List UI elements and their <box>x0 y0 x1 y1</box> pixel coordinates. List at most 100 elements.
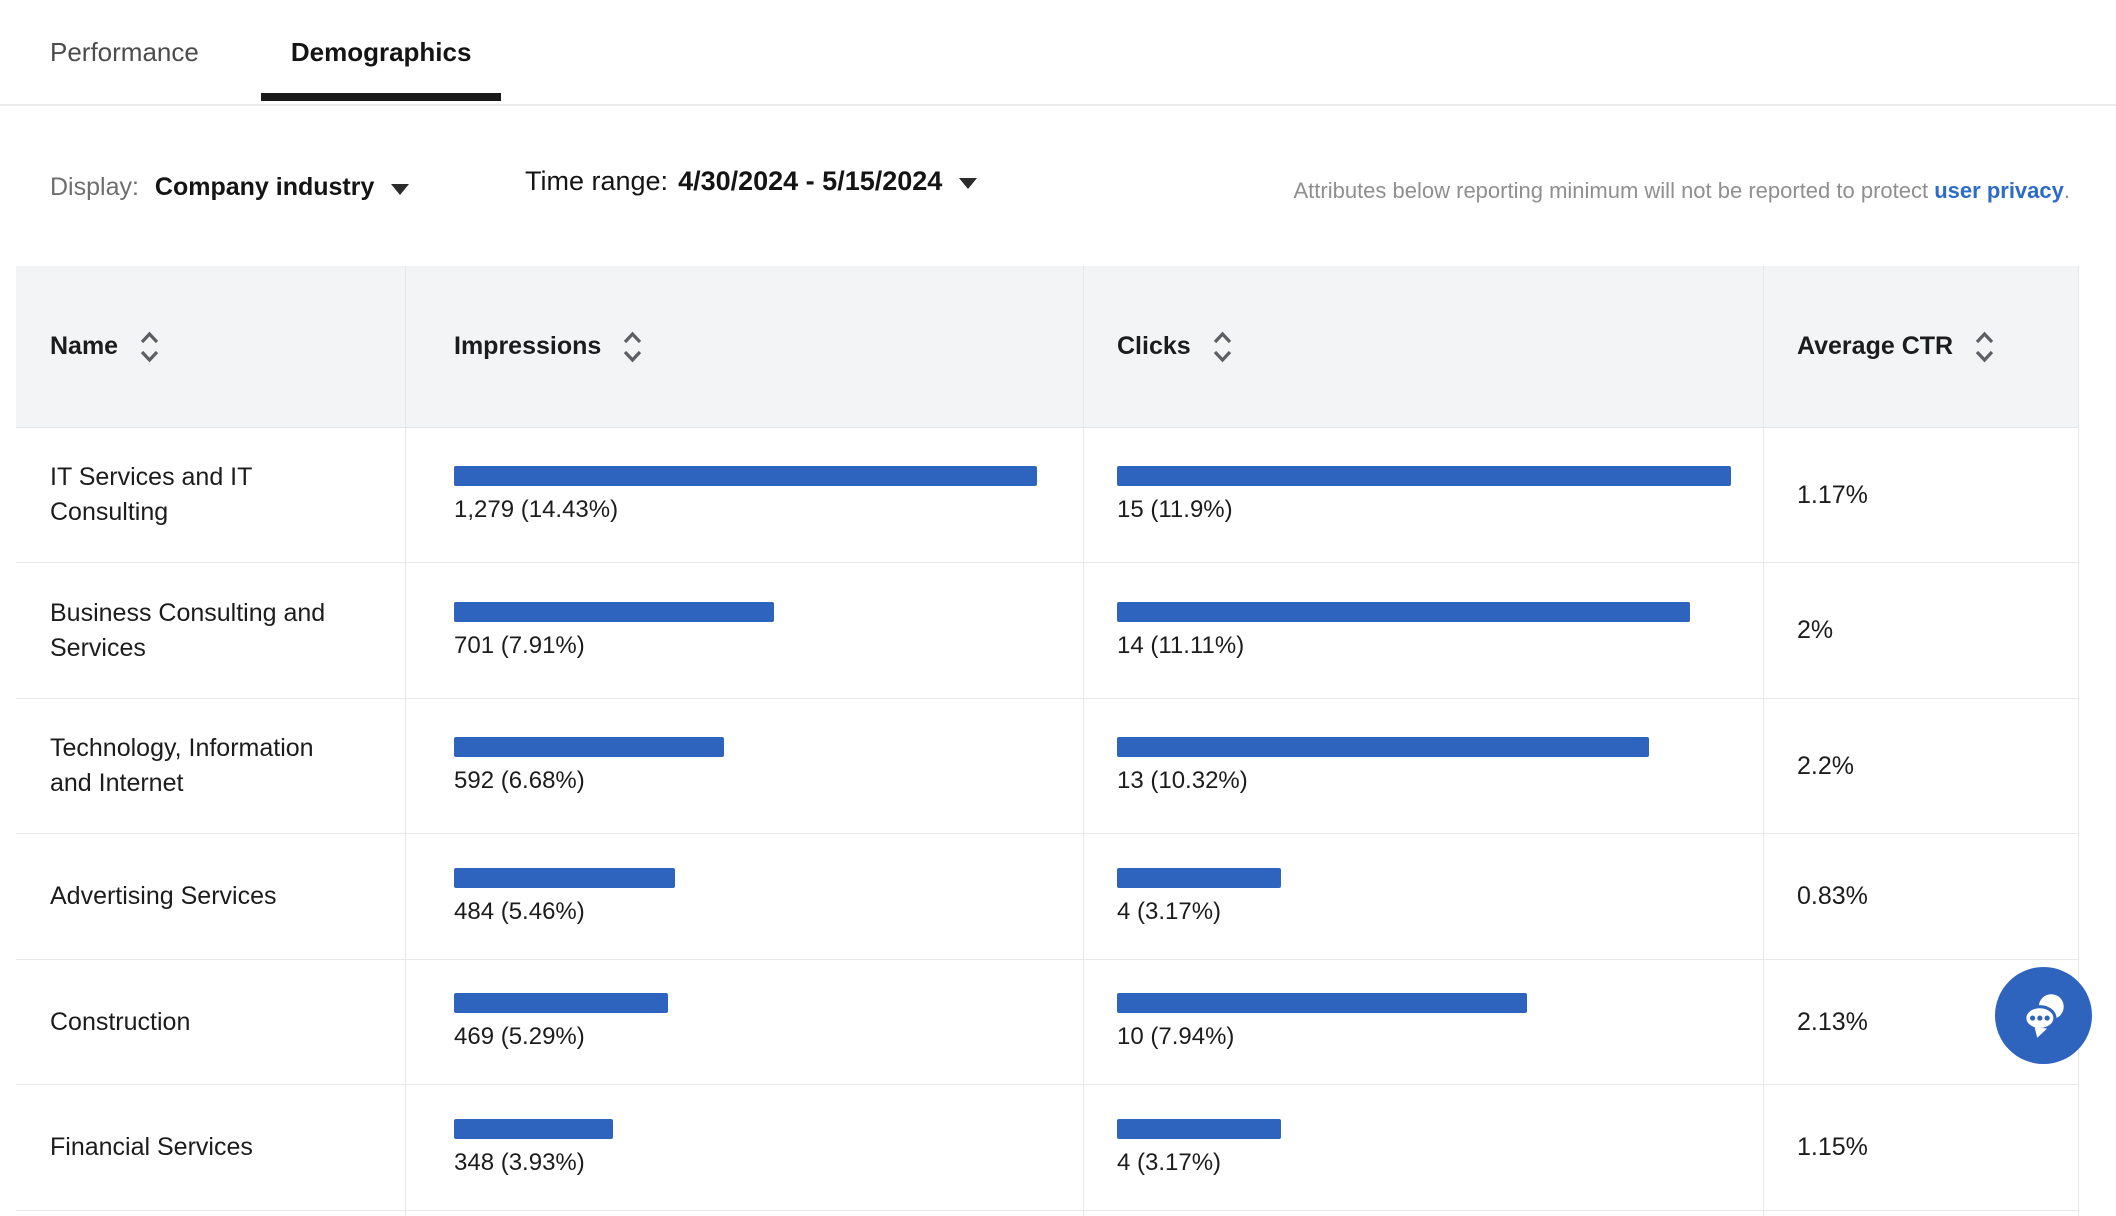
table-body: IT Services and IT Consulting 1,279 (14.… <box>16 428 2078 1216</box>
impressions-bar <box>454 867 675 888</box>
tab-demographics[interactable]: Demographics <box>260 0 502 104</box>
clicks-value: 4 (3.17%) <box>1117 897 1222 925</box>
row-name: Advertising Services <box>50 882 277 910</box>
tab-bar: Performance Demographics <box>0 0 2116 106</box>
impressions-bar <box>454 466 1037 486</box>
table-header: Name Impressions Cli <box>16 266 2078 428</box>
name-cell: Business Consulting and Services <box>16 563 405 698</box>
clicks-value: 10 (7.94%) <box>1117 1023 1235 1050</box>
chat-fab-button[interactable] <box>1995 967 2092 1064</box>
impressions-value: 469 (5.29%) <box>454 1023 585 1050</box>
sort-icon <box>140 331 159 362</box>
row-name: Technology, Information and Internet <box>50 734 314 797</box>
clicks-value: 15 (11.9%) <box>1117 496 1233 523</box>
sort-icon <box>624 331 642 362</box>
name-cell: Financial Services <box>16 1085 405 1210</box>
avg-ctr-value: 1.17% <box>1797 480 1868 509</box>
header-label-average-ctr: Average CTR <box>1797 332 1954 360</box>
row-name: Business Consulting and Services <box>50 598 326 662</box>
clicks-bar <box>1117 466 1731 486</box>
clicks-cell: 15 (11.9%) <box>1083 428 1763 562</box>
clicks-bar <box>1117 601 1690 622</box>
clicks-bar <box>1117 867 1281 888</box>
table-row: Technology, Information and Internet 592… <box>16 699 2078 834</box>
chat-bubbles-icon <box>2022 993 2064 1038</box>
sort-control-name[interactable]: Name <box>50 329 161 365</box>
impressions-value: 348 (3.93%) <box>454 1148 585 1176</box>
table-row: Advertising Services 484 (5.46%) 4 (3.17… <box>16 834 2078 960</box>
caret-down-icon <box>391 184 410 195</box>
display-label: Display: <box>50 173 139 201</box>
average-ctr-cell: 2.13% <box>1763 960 2079 1084</box>
sort-icon <box>1213 331 1231 362</box>
avg-ctr-value: 1.15% <box>1797 1133 1868 1161</box>
table-row: Construction 469 (5.29%) 10 (7.94%) 2.13… <box>16 960 2078 1085</box>
clicks-value: 14 (11.11%) <box>1117 631 1245 659</box>
impressions-cell: 592 (6.68%) <box>405 699 1083 833</box>
header-cell-name: Name <box>16 266 405 427</box>
user-privacy-link[interactable]: user privacy <box>1934 178 2064 203</box>
header-cell-impressions: Impressions <box>405 266 1083 427</box>
impressions-cell: 469 (5.29%) <box>405 960 1083 1084</box>
header-label-name: Name <box>50 332 119 360</box>
tab-performance[interactable]: Performance <box>50 0 199 104</box>
caret-down-icon <box>959 178 978 189</box>
display-filter: Display: Company industry <box>50 173 410 202</box>
average-ctr-cell: 0.83% <box>1763 834 2079 959</box>
table-row: Business Consulting and Services 701 (7.… <box>16 563 2078 699</box>
impressions-cell: 1,279 (14.43%) <box>405 428 1083 562</box>
sort-icon <box>1975 331 1994 362</box>
active-tab-underline <box>260 93 502 101</box>
clicks-value: 4 (3.17%) <box>1117 1148 1222 1176</box>
filter-row: Display: Company industry Time range: 4/… <box>0 106 2116 266</box>
header-cell-average-ctr: Average CTR <box>1763 266 2079 427</box>
clicks-bar <box>1117 993 1527 1013</box>
privacy-note: Attributes below reporting minimum will … <box>1293 178 2070 204</box>
sort-control-average-ctr[interactable]: Average CTR <box>1797 329 1996 365</box>
impressions-bar <box>454 1118 613 1139</box>
average-ctr-cell: 2% <box>1763 563 2079 698</box>
demographics-table: Name Impressions Cli <box>16 266 2079 1216</box>
name-cell: Construction <box>16 960 405 1084</box>
display-value: Company industry <box>154 173 375 201</box>
impressions-bar <box>454 737 724 757</box>
tab-performance-label: Performance <box>50 36 199 67</box>
table-row: IT Services and IT Consulting 1,279 (14.… <box>16 428 2078 563</box>
clicks-cell: 10 (7.94%) <box>1083 960 1763 1084</box>
time-range-label: Time range: <box>525 166 669 196</box>
name-cell: Technology, Information and Internet <box>16 699 405 833</box>
average-ctr-cell: 1.15% <box>1763 1085 2079 1210</box>
row-name: Construction <box>50 1007 191 1036</box>
average-ctr-cell: 2.2% <box>1763 699 2079 833</box>
time-range-dropdown[interactable]: Time range: 4/30/2024 - 5/15/2024 <box>525 166 978 197</box>
average-ctr-cell: 1.17% <box>1763 428 2079 562</box>
avg-ctr-value: 2% <box>1797 616 1834 644</box>
sort-control-clicks[interactable]: Clicks <box>1117 329 1234 365</box>
tab-demographics-label: Demographics <box>290 36 472 67</box>
row-name: Financial Services <box>50 1133 253 1161</box>
impressions-bar <box>454 601 774 622</box>
impressions-cell: 348 (3.93%) <box>405 1085 1083 1210</box>
row-name: IT Services and IT Consulting <box>50 463 252 526</box>
impressions-cell: 701 (7.91%) <box>405 563 1083 698</box>
avg-ctr-value: 0.83% <box>1797 882 1868 910</box>
table-row-partial <box>16 1211 2078 1216</box>
clicks-cell: 4 (3.17%) <box>1083 1085 1763 1210</box>
impressions-value: 484 (5.46%) <box>454 897 585 925</box>
impressions-value: 701 (7.91%) <box>454 631 585 659</box>
sort-control-impressions[interactable]: Impressions <box>454 329 644 365</box>
privacy-note-text: Attributes below reporting minimum will … <box>1293 178 1935 203</box>
header-label-impressions: Impressions <box>454 332 602 360</box>
display-dropdown[interactable]: Company industry <box>154 173 410 202</box>
table-row: Financial Services 348 (3.93%) 4 (3.17%)… <box>16 1085 2078 1211</box>
clicks-value: 13 (10.32%) <box>1117 767 1248 794</box>
avg-ctr-value: 2.13% <box>1797 1007 1868 1036</box>
header-cell-clicks: Clicks <box>1083 266 1763 427</box>
clicks-bar <box>1117 1118 1281 1139</box>
avg-ctr-value: 2.2% <box>1797 751 1854 780</box>
clicks-cell: 4 (3.17%) <box>1083 834 1763 959</box>
time-range-value: 4/30/2024 - 5/15/2024 <box>678 166 943 196</box>
impressions-bar <box>454 993 668 1013</box>
privacy-note-suffix: . <box>2063 178 2070 203</box>
